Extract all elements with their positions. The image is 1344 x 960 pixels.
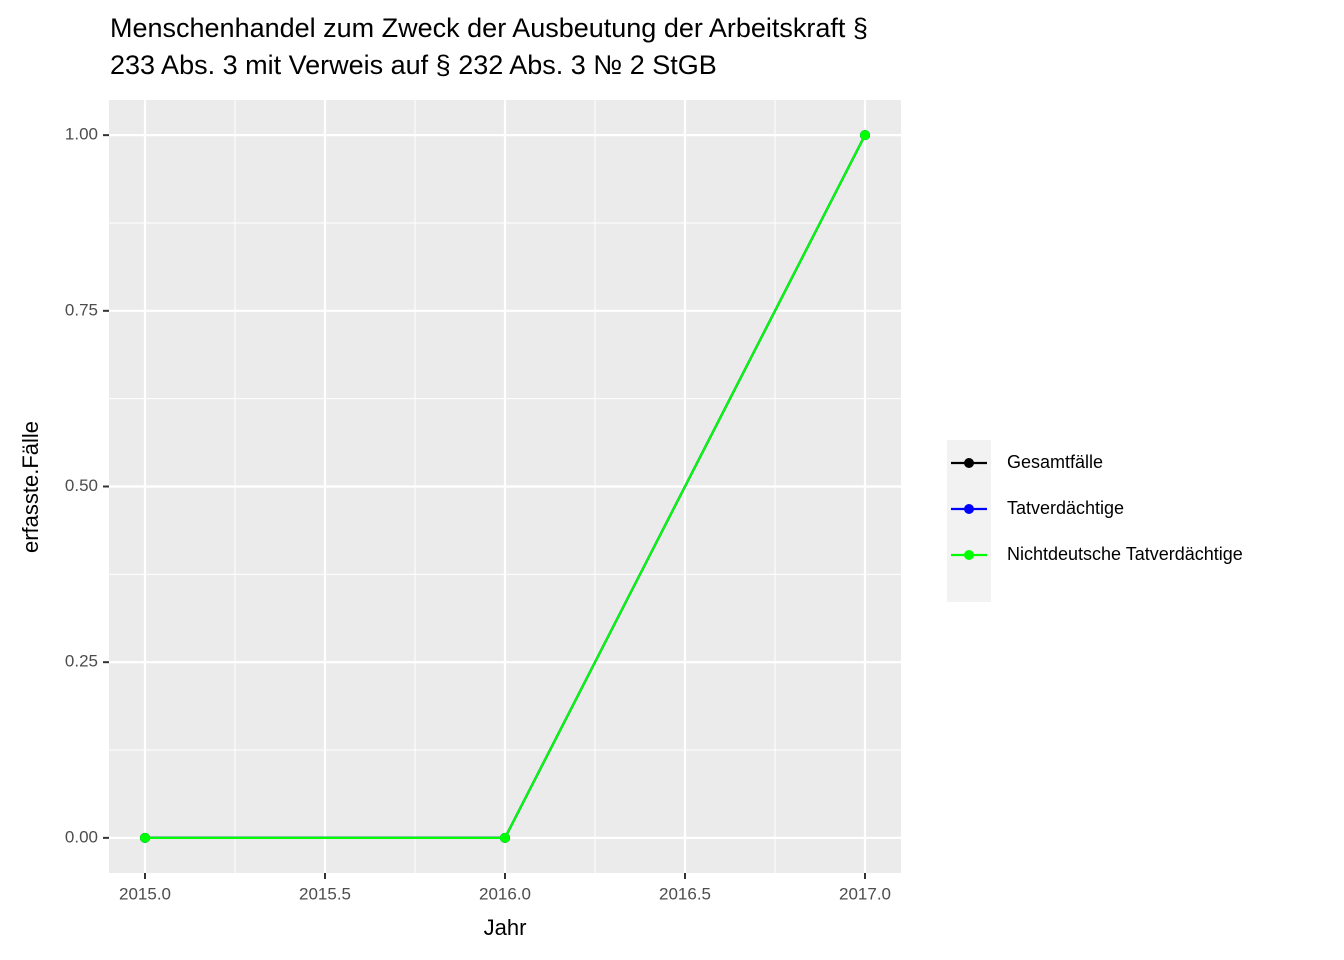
legend-label: Gesamtfälle	[1007, 452, 1103, 472]
y-tick-label: 0.50	[65, 476, 98, 495]
legend-label: Nichtdeutsche Tatverdächtige	[1007, 544, 1243, 564]
x-tick-label: 2017.0	[839, 884, 891, 903]
data-point	[860, 130, 870, 141]
x-axis-title: Jahr	[484, 915, 527, 940]
chart-title: 233 Abs. 3 mit Verweis auf § 232 Abs. 3 …	[110, 50, 717, 80]
x-tick-label: 2015.5	[299, 884, 351, 903]
x-tick-label: 2016.5	[659, 884, 711, 903]
data-point	[500, 832, 510, 843]
legend-key-point	[964, 458, 974, 468]
x-tick-label: 2016.0	[479, 884, 531, 903]
x-tick-label: 2015.0	[119, 884, 171, 903]
legend-key-point	[964, 550, 974, 560]
chart-title: Menschenhandel zum Zweck der Ausbeutung …	[110, 13, 868, 43]
y-tick-label: 0.00	[65, 827, 98, 846]
legend-label: Tatverdächtige	[1007, 498, 1124, 518]
y-axis-title: erfasste.Fälle	[18, 421, 43, 553]
y-tick-label: 0.25	[65, 652, 98, 671]
y-tick-label: 0.75	[65, 300, 98, 319]
data-point	[140, 832, 150, 843]
legend-key-point	[964, 504, 974, 514]
y-tick-label: 1.00	[65, 125, 98, 144]
